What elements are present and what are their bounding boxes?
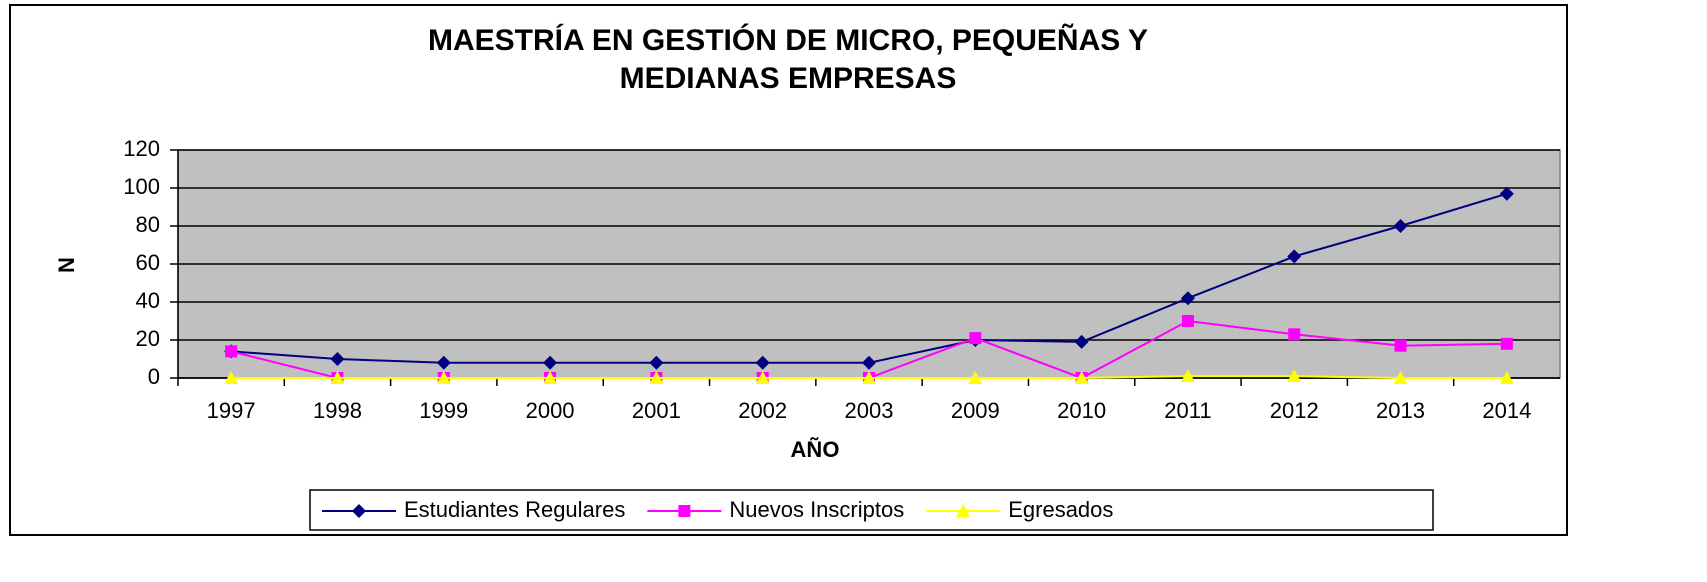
data-point xyxy=(1180,369,1195,383)
data-point xyxy=(755,371,770,384)
data-point xyxy=(1180,291,1195,306)
data-point xyxy=(1393,219,1408,233)
data-point xyxy=(1074,371,1089,384)
data-point xyxy=(1499,186,1514,201)
y-tick-label: 60 xyxy=(136,250,160,275)
x-tick-label: 2011 xyxy=(1164,398,1211,423)
x-tick-label: 2010 xyxy=(1057,398,1106,423)
data-point xyxy=(1287,369,1302,383)
x-tick-label: 2001 xyxy=(632,398,681,423)
data-point xyxy=(330,371,345,384)
y-tick-label: 80 xyxy=(136,212,160,237)
data-point xyxy=(330,352,345,366)
legend-box xyxy=(309,489,1434,531)
data-point xyxy=(225,345,238,358)
data-point xyxy=(1288,328,1301,341)
x-tick-label: 2014 xyxy=(1482,398,1531,423)
data-point xyxy=(649,371,664,384)
data-point xyxy=(1499,371,1514,384)
x-tick-label: 2003 xyxy=(845,398,894,423)
data-point xyxy=(862,371,876,384)
legend-label: Nuevos Inscriptos xyxy=(729,497,904,522)
data-point xyxy=(1074,334,1089,349)
y-axis-label: N xyxy=(54,257,79,273)
data-point xyxy=(436,355,451,370)
legend-marker xyxy=(678,505,691,517)
data-point xyxy=(543,371,558,384)
x-tick-label: 2000 xyxy=(526,398,575,423)
data-point xyxy=(649,355,664,370)
legend-label: Egresados xyxy=(1008,497,1113,522)
x-tick-label: 2012 xyxy=(1270,398,1319,423)
legend-marker xyxy=(956,504,971,517)
data-point xyxy=(1393,371,1408,384)
data-point xyxy=(224,371,239,384)
data-point xyxy=(1500,337,1513,350)
x-tick-label: 1998 xyxy=(313,398,362,423)
y-tick-label: 40 xyxy=(136,288,160,313)
y-tick-label: 20 xyxy=(136,326,160,351)
y-tick-label: 120 xyxy=(123,136,160,161)
chart-title: MAESTRÍA EN GESTIÓN DE MICRO, PEQUEÑAS Y xyxy=(428,23,1148,57)
data-point xyxy=(1181,315,1194,327)
data-point xyxy=(969,332,982,345)
x-axis-label: AÑO xyxy=(791,437,840,462)
x-tick-label: 1999 xyxy=(419,398,468,423)
legend-label: Estudiantes Regulares xyxy=(404,497,625,522)
chart-title: MEDIANAS EMPRESAS xyxy=(620,62,957,95)
data-point xyxy=(968,371,983,384)
x-tick-label: 2009 xyxy=(951,398,1000,423)
data-point xyxy=(436,371,451,384)
data-point xyxy=(543,355,558,370)
data-point xyxy=(755,355,770,370)
data-point xyxy=(1287,249,1302,264)
y-tick-label: 0 xyxy=(148,364,160,389)
legend-marker xyxy=(352,504,366,518)
x-tick-label: 2002 xyxy=(738,398,787,423)
y-tick-label: 100 xyxy=(123,174,160,199)
x-tick-label: 2013 xyxy=(1376,398,1425,423)
data-point xyxy=(862,355,876,370)
data-point xyxy=(1394,339,1407,352)
x-tick-label: 1997 xyxy=(207,398,256,423)
